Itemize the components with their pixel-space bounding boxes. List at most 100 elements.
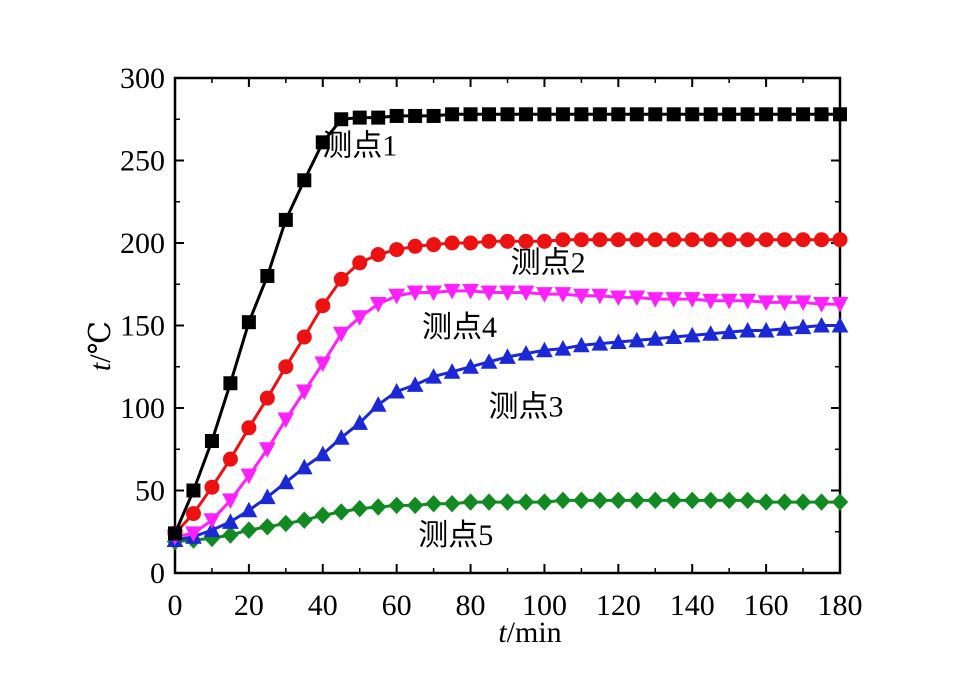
data-point [665,491,682,510]
data-point [389,108,404,123]
data-point [443,494,461,513]
data-point [333,503,350,521]
data-point [777,107,792,122]
data-point [794,295,812,311]
data-point [370,498,387,516]
data-point [757,493,775,511]
data-point [591,335,609,351]
data-point [315,298,331,314]
y-tick-label: 150 [120,310,165,343]
data-point [703,232,719,248]
data-point [683,292,701,308]
data-point [426,237,442,253]
data-point [462,358,479,374]
data-point [517,344,535,361]
data-point [222,493,239,509]
data-point [480,493,498,511]
data-point [537,107,552,122]
data-point [814,107,829,122]
data-point [831,316,849,333]
data-point [389,242,405,258]
data-point [332,326,350,343]
ticks-layer: 0 20 40 60 80 100 120 140 160 180 0 50 100 150 200 250 3… [120,62,863,622]
data-point [425,285,442,302]
data-point [831,297,849,313]
data-point [481,233,497,249]
data-point [462,283,479,300]
data-point [555,232,571,248]
data-point [609,333,627,349]
x-tick-label: 0 [168,589,183,622]
data-point [720,491,738,510]
data-point [628,491,645,510]
data-point [444,235,460,251]
data-point [573,232,589,248]
data-point [703,107,718,122]
data-point [517,285,535,302]
data-point [388,288,406,305]
data-point [204,479,220,495]
data-point [759,107,774,122]
data-point [517,493,535,511]
data-point [555,107,570,122]
data-point [536,287,553,303]
data-point [443,363,461,379]
data-point [702,293,720,310]
data-point [388,382,406,399]
data-point [796,107,811,122]
data-point [536,341,553,358]
data-point [277,412,295,429]
data-point [794,493,812,511]
data-point [739,491,756,510]
data-point [295,384,313,401]
data-point [573,336,590,353]
data-point [278,212,293,227]
data-point [628,331,646,348]
data-point [573,491,590,510]
data-point [518,107,533,122]
data-point [463,235,479,251]
series-label-5: 测点5 [418,519,493,552]
series-line [173,112,840,534]
data-point [646,292,664,308]
data-point [499,348,516,364]
data-point [296,511,313,529]
data-point [240,521,258,539]
data-point [370,247,386,263]
x-tick-label: 60 [382,589,412,622]
data-point [277,473,295,490]
data-point [814,232,830,248]
data-point [388,496,405,515]
data-point [776,493,793,511]
y-tick-label: 50 [135,475,165,508]
data-point [260,269,275,283]
y-tick-label: 250 [120,145,165,178]
x-tick-label: 40 [308,589,338,622]
data-point [371,110,386,125]
data-point [685,107,700,122]
data-point [740,232,756,248]
data-point [314,506,331,524]
data-point [573,288,590,305]
data-point [426,108,441,123]
data-point [500,107,515,122]
data-point [628,290,646,307]
series-3 [166,316,849,547]
series-layer [166,107,849,551]
data-point [259,488,276,505]
series-label-1: 测点1 [322,130,397,163]
x-axis-title: t/min [498,616,561,649]
data-point [314,445,332,462]
data-point [592,232,608,248]
data-point [240,501,258,518]
data-point [592,107,607,122]
data-point [480,285,498,302]
data-point [445,107,460,122]
y-axis-title-italic: t [84,362,117,371]
data-point [185,526,202,542]
data-point [813,493,830,511]
data-point [332,429,350,445]
series-label-3: 测点3 [488,390,563,423]
data-point [408,108,423,123]
